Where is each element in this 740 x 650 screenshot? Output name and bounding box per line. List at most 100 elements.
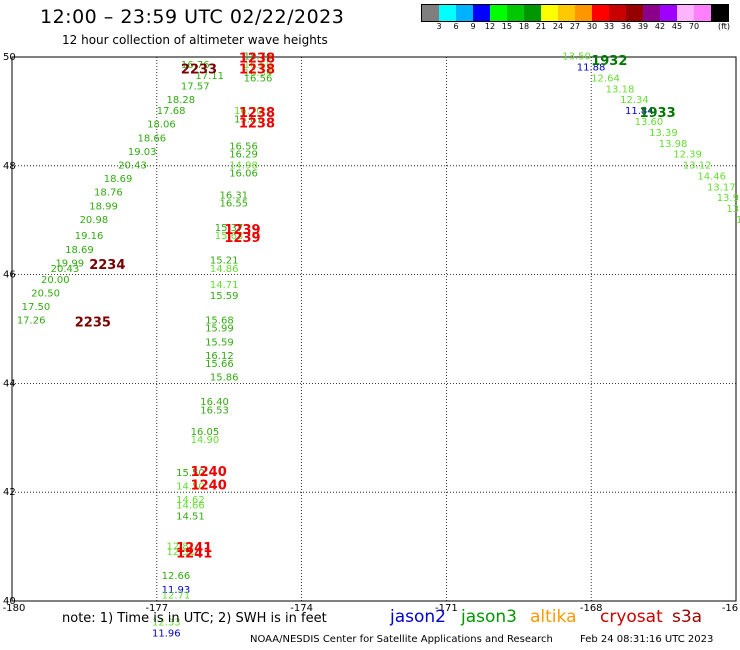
wave-height-value: 13.93 <box>717 193 740 204</box>
color-swatch <box>490 5 507 21</box>
wave-height-value: 11.88 <box>577 63 606 74</box>
pass-time-label: 1238 <box>239 51 275 66</box>
y-tick-label: 40 <box>3 596 16 607</box>
wave-height-value: 14.51 <box>176 511 205 522</box>
wave-height-value: 13.17 <box>707 182 736 193</box>
color-swatch <box>694 5 711 21</box>
wave-height-value: 15.21 <box>210 256 239 267</box>
pass-time-label: 1238 <box>239 106 275 121</box>
wave-height-value: 16.05 <box>191 427 220 438</box>
wave-height-value: 13.12 <box>683 161 712 172</box>
wave-height-value: 12.71 <box>162 590 191 601</box>
color-scale-bar <box>421 4 729 22</box>
y-tick-label: 50 <box>3 52 16 63</box>
color-swatch <box>473 5 490 21</box>
x-tick-label: -180 <box>3 603 26 614</box>
wave-height-value: 14.86 <box>210 264 239 275</box>
pass-time-label: 1240 <box>191 465 227 480</box>
pass-time-label: 1239 <box>224 231 260 246</box>
color-scale-tick: 24 <box>552 22 564 31</box>
wave-height-value: 16.34 <box>244 68 273 79</box>
color-swatch <box>507 5 524 21</box>
wave-height-value: 13.59 <box>736 215 740 226</box>
page-subtitle: 12 hour collection of altimeter wave hei… <box>62 33 328 47</box>
color-scale-tick: 18 <box>518 22 530 31</box>
color-swatch <box>643 5 660 21</box>
wave-height-value: 17.68 <box>157 106 186 117</box>
pass-time-label: 2233 <box>181 62 217 77</box>
wave-height-value: 18.76 <box>94 188 123 199</box>
color-scale-tick: 33 <box>603 22 615 31</box>
color-scale-tick: 6 <box>453 22 459 31</box>
wave-height-value: 16.31 <box>220 190 249 201</box>
color-swatch <box>677 5 694 21</box>
color-swatch <box>541 5 558 21</box>
wave-height-value: 12.81 <box>166 541 195 552</box>
credit-line: NOAA/NESDIS Center for Satellite Applica… <box>250 634 553 645</box>
color-swatch <box>711 5 728 21</box>
wave-height-value: 19.16 <box>75 231 104 242</box>
wave-height-value: 16.70 <box>234 106 263 117</box>
wave-height-value: 12.34 <box>620 95 649 106</box>
color-scale-tick: 39 <box>637 22 649 31</box>
color-swatch <box>524 5 541 21</box>
color-swatch <box>558 5 575 21</box>
legend-altika: altika <box>530 607 577 627</box>
legend-cryosat: cryosat <box>600 607 663 627</box>
wave-height-value: 17.26 <box>17 316 46 327</box>
color-scale-tick: 42 <box>654 22 666 31</box>
wave-height-value: 15.59 <box>205 337 234 348</box>
pass-time-label: 1238 <box>239 62 275 77</box>
wave-height-value: 16.56 <box>229 141 258 152</box>
wave-height-value: 20.00 <box>41 275 70 286</box>
wave-height-value: 12.64 <box>591 73 620 84</box>
wave-height-value: 20.43 <box>51 264 80 275</box>
color-swatch <box>626 5 643 21</box>
wave-height-value: 18.66 <box>137 133 166 144</box>
wave-height-value: 12.51 <box>166 547 195 558</box>
wave-height-value: 18.28 <box>166 95 195 106</box>
wave-height-value: 11.84 <box>625 106 654 117</box>
wave-height-value: 15.68 <box>205 316 234 327</box>
color-swatch <box>422 5 439 21</box>
x-tick-label: -168 <box>580 603 603 614</box>
wave-height-value: 14.98 <box>229 161 258 172</box>
wave-height-value: 12.66 <box>162 571 191 582</box>
wave-height-value: 18.69 <box>104 174 133 185</box>
color-swatch <box>592 5 609 21</box>
y-tick-label: 42 <box>3 487 16 498</box>
wave-height-value: 16.29 <box>229 150 258 161</box>
wave-height-value: 13.50 <box>562 52 591 63</box>
color-scale-tick: 27 <box>569 22 581 31</box>
wave-height-value: 16.76 <box>181 60 210 71</box>
wave-height-value: 15.37 <box>215 223 244 234</box>
legend-s3a: s3a <box>672 607 703 627</box>
wave-height-value: 15.67 <box>234 114 263 125</box>
wave-height-value: 15.59 <box>210 291 239 302</box>
x-tick-label: -177 <box>145 603 168 614</box>
color-scale-tick: 15 <box>501 22 513 31</box>
color-scale-tick: 45 <box>671 22 683 31</box>
wave-height-value: 14.90 <box>191 435 220 446</box>
legend-jason2: jason2 <box>390 607 446 627</box>
wave-height-value: 17.11 <box>195 71 224 82</box>
color-swatch <box>575 5 592 21</box>
y-tick-label: 44 <box>3 378 16 389</box>
wave-height-value: 12.33 <box>152 617 181 628</box>
color-swatch <box>609 5 626 21</box>
wave-height-value: 15.99 <box>205 324 234 335</box>
wave-height-value: 11.93 <box>162 585 191 596</box>
color-scale-tick: 21 <box>535 22 547 31</box>
pass-time-label: 1240 <box>191 478 227 493</box>
y-tick-label: 48 <box>3 161 16 172</box>
wave-height-value: 16.12 <box>205 351 234 362</box>
wave-height-value: 11.96 <box>152 628 181 639</box>
x-tick-label: -174 <box>290 603 313 614</box>
wave-height-value: 13.98 <box>659 139 688 150</box>
generated-timestamp: Feb 24 08:31:16 UTC 2023 <box>580 634 714 645</box>
pass-time-label: 1238 <box>239 117 275 132</box>
pass-time-label: 1933 <box>639 106 675 121</box>
x-tick-label: -16 <box>722 603 738 614</box>
wave-height-value: 15.63 <box>215 231 244 242</box>
